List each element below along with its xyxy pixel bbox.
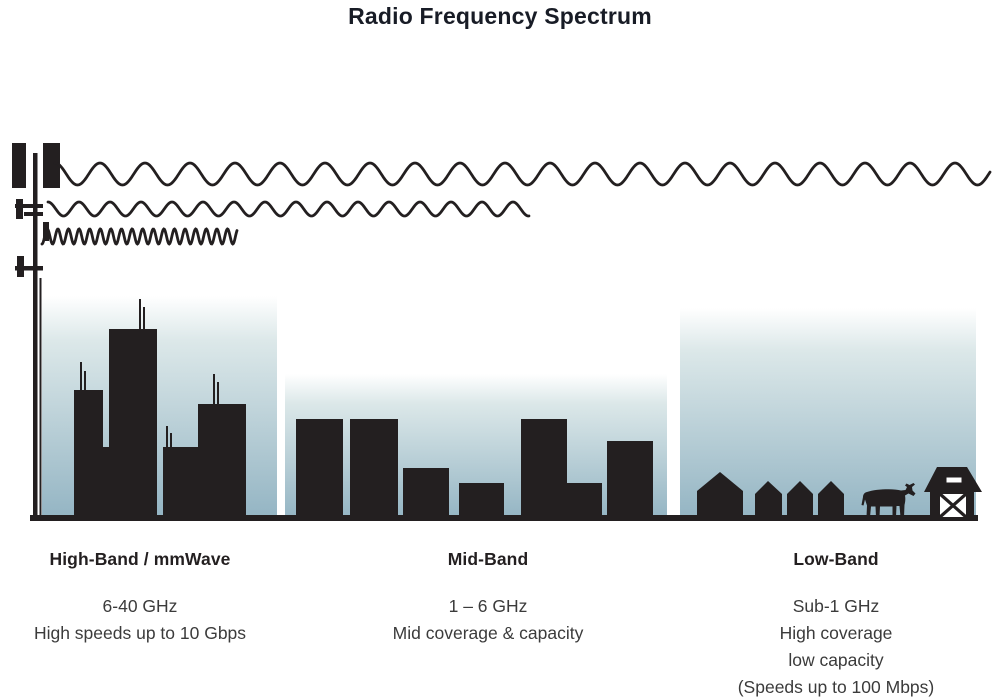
- band-description: (Speeds up to 100 Mbps): [737, 677, 935, 697]
- band-name: Mid-Band: [447, 549, 529, 569]
- band-description: High coverage: [779, 623, 893, 643]
- band-frequency: 6-40 GHz: [102, 596, 178, 616]
- building-icon: [607, 441, 653, 520]
- radio-wave-icon-high-frequency: [40, 227, 239, 246]
- band-label-high: High-Band / mmWave 6-40 GHz High speeds …: [15, 549, 265, 647]
- house-icon: [697, 472, 743, 520]
- barn-loft-window: [946, 477, 962, 483]
- band-label-low: Low-Band Sub-1 GHz High coverage low cap…: [686, 549, 986, 700]
- rural-scene-low-band: [697, 467, 982, 520]
- house-icon: [787, 481, 813, 520]
- radio-wave-icon-low-frequency: [53, 161, 992, 187]
- building-icon: [350, 419, 398, 520]
- building-icon: [163, 447, 198, 520]
- band-name: Low-Band: [793, 549, 879, 569]
- antenna-spires: [80, 299, 219, 447]
- band-label-mid: Mid-Band 1 – 6 GHz Mid coverage & capaci…: [363, 549, 613, 647]
- band-description: low capacity: [788, 650, 884, 670]
- band-frequency: Sub-1 GHz: [792, 596, 880, 616]
- cow-icon: [861, 483, 916, 517]
- band-frequency: 1 – 6 GHz: [448, 596, 528, 616]
- band-description: High speeds up to 10 Gbps: [33, 623, 247, 643]
- building-icon: [567, 483, 602, 520]
- house-icon: [755, 481, 782, 520]
- building-icon: [103, 447, 109, 520]
- city-skyline-mid-band: [296, 419, 653, 520]
- cell-tower-icon: [12, 143, 60, 520]
- city-skyline-high-band: [74, 299, 246, 520]
- skyscraper-icon: [198, 404, 246, 520]
- building-icon: [296, 419, 343, 520]
- radio-wave-icon-mid-frequency: [46, 200, 531, 218]
- spectrum-illustration: [12, 143, 992, 521]
- band-description: Mid coverage & capacity: [392, 623, 584, 643]
- band-name: High-Band / mmWave: [49, 549, 231, 569]
- page-title: Radio Frequency Spectrum: [348, 3, 652, 29]
- skyscraper-icon: [74, 390, 103, 520]
- building-icon: [403, 468, 449, 520]
- building-icon: [459, 483, 504, 520]
- barn-icon: [924, 467, 982, 519]
- building-icon: [521, 419, 567, 520]
- house-icon: [818, 481, 844, 520]
- skyscraper-icon: [109, 329, 157, 520]
